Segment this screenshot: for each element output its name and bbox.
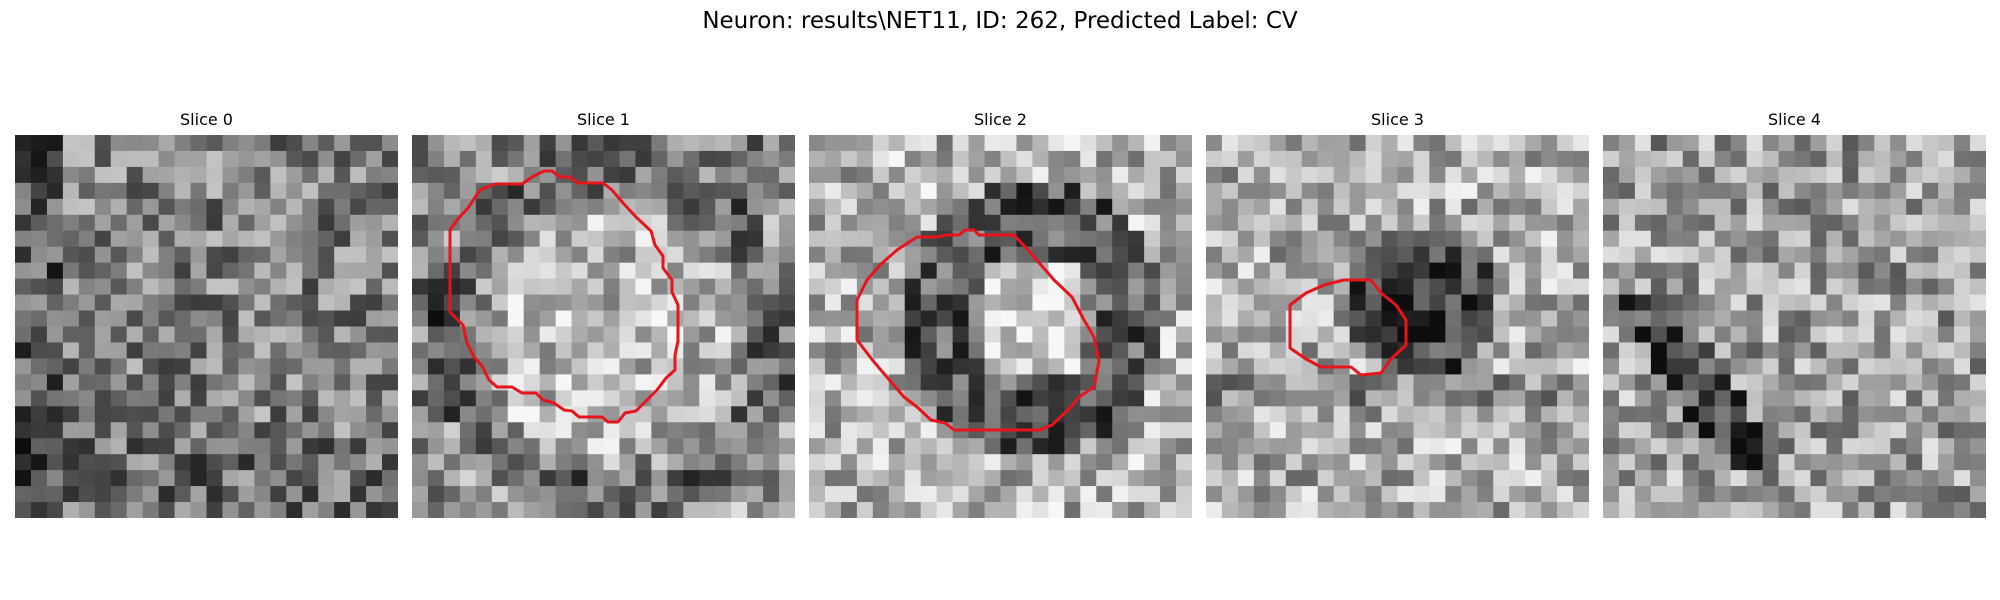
slice-image bbox=[1603, 135, 1986, 518]
slice-image bbox=[809, 135, 1192, 518]
slice-image bbox=[412, 135, 795, 518]
segmentation-contour bbox=[448, 169, 680, 424]
slice-image bbox=[1206, 135, 1589, 518]
segmentation-contour bbox=[855, 228, 1101, 432]
slice-panel-1: Slice 1 bbox=[412, 110, 795, 518]
slice-image bbox=[15, 135, 398, 518]
slice-title: Slice 0 bbox=[180, 110, 233, 129]
slice-panel-0: Slice 0 bbox=[15, 110, 398, 518]
slice-panel-3: Slice 3 bbox=[1206, 110, 1589, 518]
segmentation-contour bbox=[1288, 278, 1408, 377]
slice-title: Slice 4 bbox=[1768, 110, 1821, 129]
slice-panel-4: Slice 4 bbox=[1603, 110, 1986, 518]
slice-panel-2: Slice 2 bbox=[809, 110, 1192, 518]
slice-title: Slice 2 bbox=[974, 110, 1027, 129]
slice-title: Slice 3 bbox=[1371, 110, 1424, 129]
figure-title: Neuron: results\NET11, ID: 262, Predicte… bbox=[702, 8, 1298, 34]
slice-title: Slice 1 bbox=[577, 110, 630, 129]
